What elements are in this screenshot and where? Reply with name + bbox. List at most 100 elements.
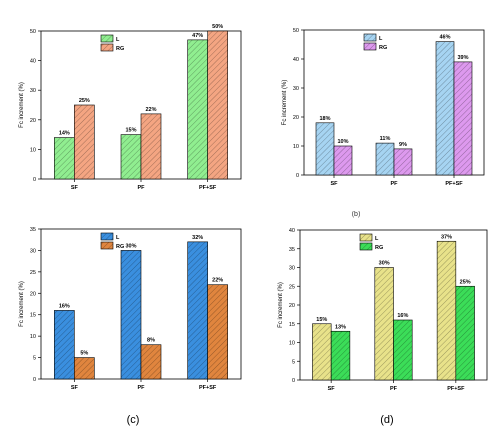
y-tick-label: 30 (289, 266, 295, 272)
x-tick-label: PF+SF (199, 385, 217, 391)
y-tick-label: 0 (296, 173, 299, 179)
data-label: 11% (380, 136, 391, 142)
legend-label: L (116, 235, 120, 241)
legend-label: RG (375, 245, 383, 251)
bar-hatch (316, 122, 334, 175)
panel-label-b: (b) (352, 211, 361, 218)
bar-hatch (121, 134, 141, 179)
y-tick-label: 0 (33, 177, 36, 183)
x-tick-label: PF (390, 181, 398, 187)
legend-swatch-hatch (360, 234, 372, 241)
bar-hatch (187, 39, 208, 179)
y-tick-label: 30 (30, 88, 36, 94)
legend-swatch-hatch (101, 44, 113, 51)
data-label: 46% (439, 35, 450, 41)
x-tick-label: PF (137, 185, 145, 191)
data-label: 22% (212, 278, 223, 284)
y-tick-label: 0 (33, 377, 36, 383)
data-label: 8% (147, 338, 155, 344)
bar-hatch (74, 357, 95, 379)
bar-hatch (334, 146, 352, 175)
y-tick-label: 40 (30, 59, 36, 65)
y-axis-label: Fc increment (%) (19, 281, 25, 327)
data-label: 15% (125, 128, 136, 134)
legend-label: L (375, 236, 379, 242)
data-label: 47% (192, 33, 203, 39)
data-label: 25% (79, 98, 90, 104)
legend-label: RG (379, 45, 387, 51)
legend-label: RG (116, 244, 124, 250)
data-label: 16% (59, 303, 70, 309)
bar-hatch (54, 310, 75, 379)
bar-hatch (187, 241, 208, 379)
bar-hatch (54, 137, 75, 179)
chart-d: 0 5 10 15 20 25 30 35 40 Fc increment (%) SF 15% 13%… (278, 228, 488, 392)
legend-swatch-hatch (364, 34, 376, 41)
legend-label: RG (116, 46, 124, 52)
legend: L RG (363, 33, 387, 51)
y-tick-label: 15 (30, 313, 36, 319)
bar-hatch (331, 331, 350, 380)
data-label: 14% (59, 131, 70, 137)
y-tick-label: 30 (30, 248, 36, 254)
data-label: 50% (212, 24, 223, 30)
bar-hatch (141, 113, 161, 179)
panel-label-c: (c) (127, 414, 140, 426)
y-tick-label: 25 (30, 270, 36, 276)
x-tick-label: SF (71, 385, 79, 391)
y-tick-label: 50 (30, 29, 36, 35)
legend: L RG (100, 34, 124, 52)
legend-swatch-hatch (360, 243, 372, 250)
legend: L RG (100, 232, 124, 250)
y-tick-label: 35 (289, 247, 295, 253)
bar-hatch (312, 323, 332, 380)
data-label: 32% (192, 235, 203, 241)
data-label: 18% (319, 116, 330, 122)
x-tick-label: PF (137, 385, 145, 391)
y-tick-label: 5 (33, 356, 36, 362)
chart-b: 0 10 20 30 40 50 Fc increment (%) SF 18% 10% PF 11%… (282, 28, 485, 187)
legend-label: L (379, 36, 383, 42)
y-tick-label: 15 (289, 322, 295, 328)
bar-hatch (207, 284, 228, 379)
data-label: 39% (457, 55, 468, 61)
y-tick-label: 10 (293, 144, 299, 150)
bar-hatch (436, 41, 454, 175)
y-tick-label: 25 (289, 284, 295, 290)
panel-label-d: (d) (380, 414, 393, 426)
y-tick-label: 0 (292, 378, 295, 384)
bar-hatch (376, 143, 394, 175)
x-tick-label: SF (328, 386, 336, 392)
y-tick-label: 10 (289, 341, 295, 347)
y-tick-label: 10 (30, 334, 36, 340)
y-tick-label: 40 (293, 57, 299, 63)
data-label: 16% (397, 313, 408, 319)
bar-hatch (454, 61, 472, 175)
data-label: 30% (379, 261, 390, 267)
data-label: 22% (145, 107, 156, 113)
y-axis-label: Fc increment (%) (19, 82, 25, 128)
data-label: 9% (399, 142, 407, 148)
y-tick-label: 20 (30, 118, 36, 124)
bar-hatch (141, 344, 161, 379)
bar-hatch (74, 105, 95, 179)
chart-a: 0 10 20 30 40 50 Fc increment (%) SF 14% 25% PF 15%… (19, 24, 242, 191)
bar-hatch (437, 241, 456, 380)
bar-hatch (374, 267, 394, 380)
data-label: 5% (80, 351, 88, 357)
data-label: 30% (125, 243, 136, 249)
x-tick-label: PF (390, 386, 398, 392)
data-label: 25% (460, 279, 471, 285)
legend-swatch-hatch (364, 43, 376, 50)
y-tick-label: 20 (30, 291, 36, 297)
legend-swatch-hatch (101, 35, 113, 42)
y-tick-label: 30 (293, 86, 299, 92)
y-axis-label: Fc increment (%) (282, 80, 288, 126)
y-axis-label: Fc increment (%) (278, 282, 284, 328)
bar-hatch (394, 148, 412, 175)
y-tick-label: 5 (292, 359, 295, 365)
y-tick-label: 50 (293, 28, 299, 34)
x-tick-label: PF+SF (199, 185, 217, 191)
legend: L RG (359, 233, 383, 251)
